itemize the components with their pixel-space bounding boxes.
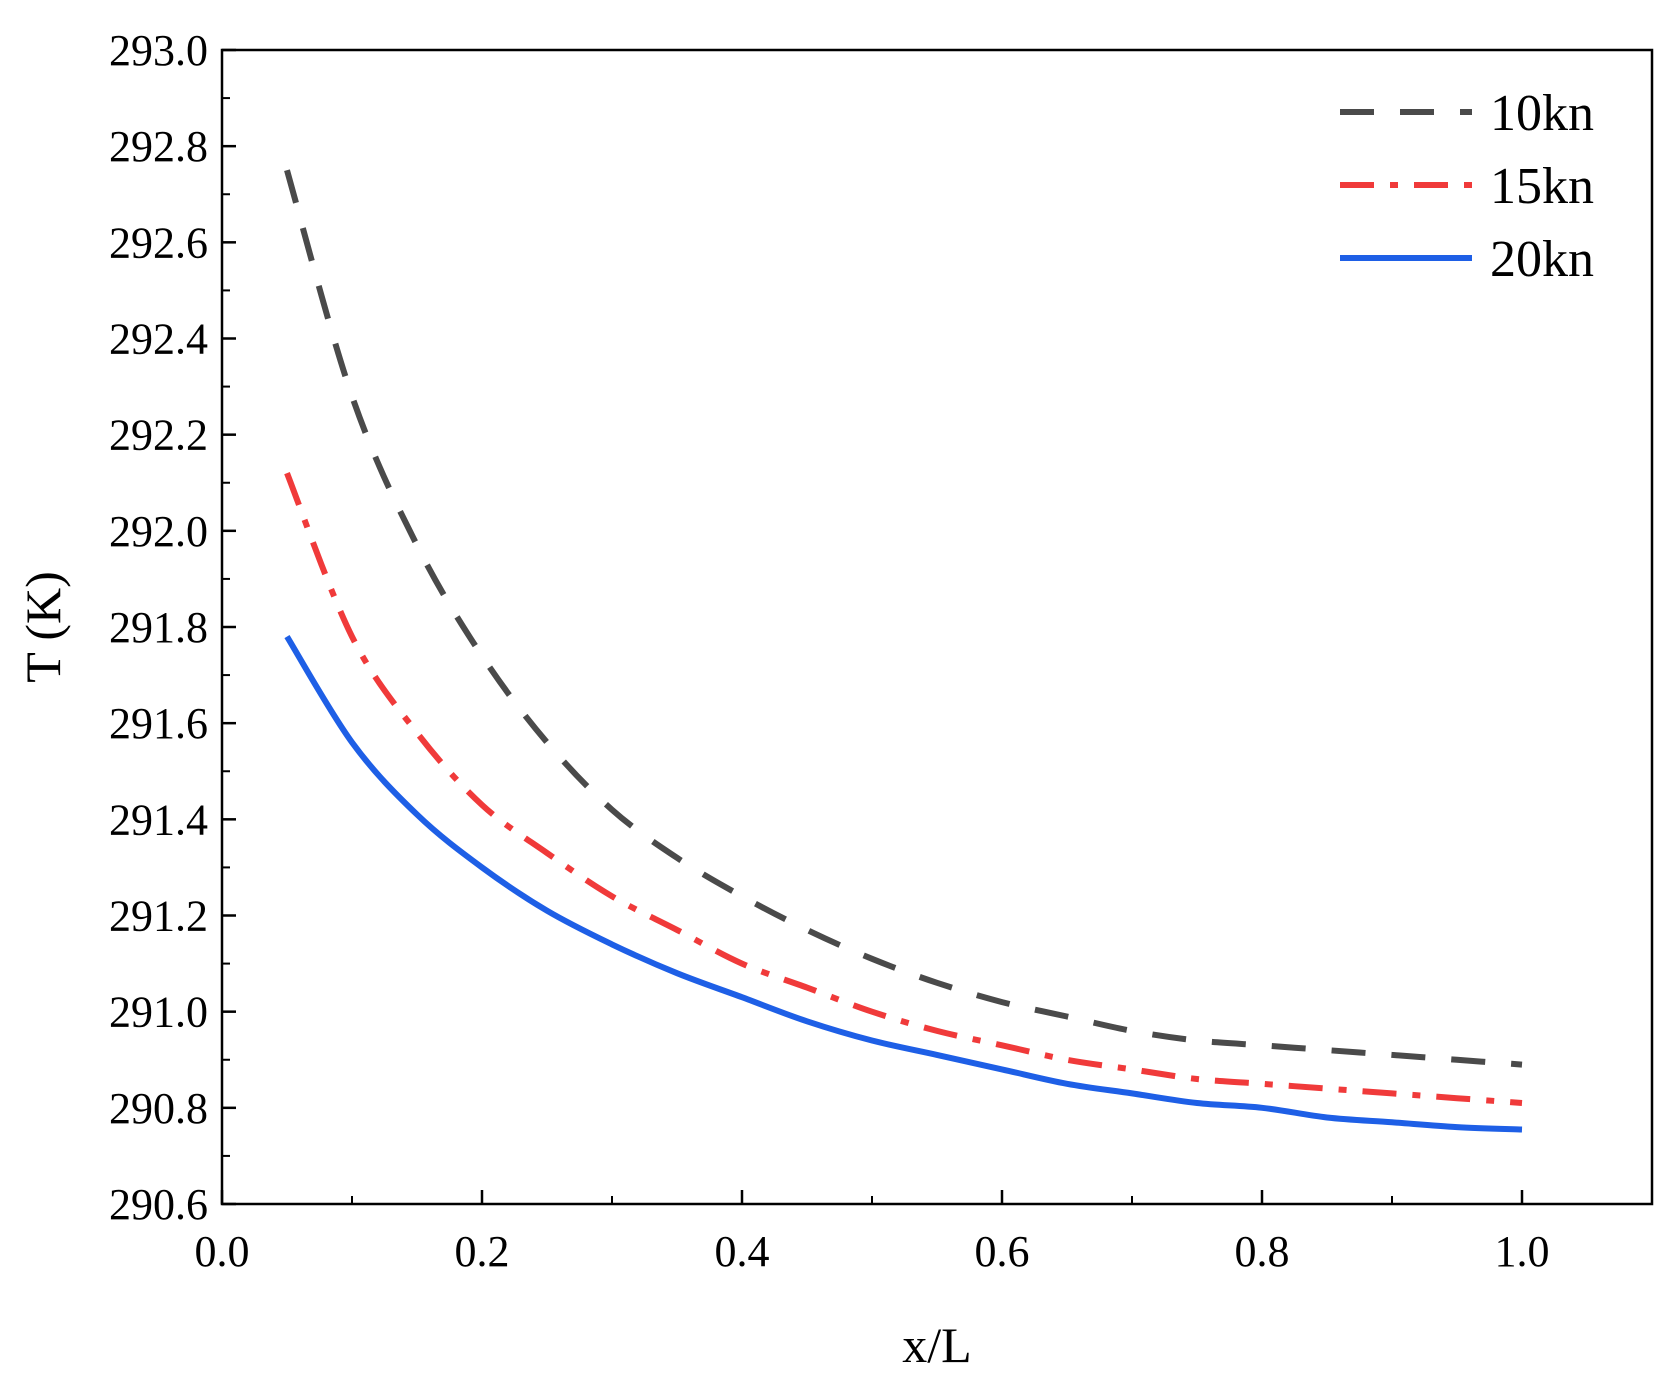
legend-label: 20kn xyxy=(1490,231,1594,288)
y-axis-title: T (K) xyxy=(15,571,71,683)
y-tick-label: 293.0 xyxy=(109,26,208,75)
y-tick-label: 292.2 xyxy=(109,411,208,460)
y-tick-label: 292.8 xyxy=(109,122,208,171)
y-tick-label: 290.8 xyxy=(109,1084,208,1133)
series-layer xyxy=(284,169,1523,1133)
y-tick-label: 292.4 xyxy=(109,315,208,364)
y-tick-label: 291.6 xyxy=(109,699,208,748)
y-tick-label: 291.8 xyxy=(109,603,208,652)
y-tick-label: 291.0 xyxy=(109,988,208,1037)
x-axis-title: x/L xyxy=(902,1317,971,1373)
x-tick-label: 0.4 xyxy=(715,1227,770,1276)
legend-label: 10kn xyxy=(1490,85,1594,142)
x-tick-label: 0.6 xyxy=(975,1227,1030,1276)
y-tick-label: 292.0 xyxy=(109,507,208,556)
x-tick-label: 0.2 xyxy=(455,1227,510,1276)
series-line-15kn xyxy=(284,471,1523,1106)
ticks-layer: 0.0 0.2 0.4 0.6 0.8 1.0 290.6 290.8 291.0 291.2 29… xyxy=(109,26,1653,1276)
x-tick-label: 1.0 xyxy=(1495,1227,1550,1276)
legend: 10kn 15kn 20kn xyxy=(1340,85,1594,288)
series-line-10kn xyxy=(284,169,1523,1068)
legend-label: 15kn xyxy=(1490,158,1594,215)
y-tick-label: 290.6 xyxy=(109,1180,208,1229)
plot-frame xyxy=(220,48,1654,1206)
series-line-20kn xyxy=(284,635,1523,1133)
y-tick-label: 292.6 xyxy=(109,218,208,267)
x-tick-label: 0.0 xyxy=(195,1227,250,1276)
y-tick-label: 291.4 xyxy=(109,795,208,844)
y-tick-label: 291.2 xyxy=(109,892,208,941)
x-tick-label: 0.8 xyxy=(1235,1227,1290,1276)
